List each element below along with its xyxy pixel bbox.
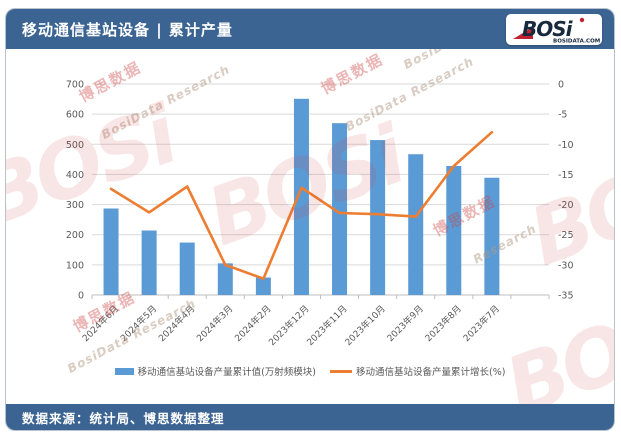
bar (370, 140, 386, 295)
x-axis-tick-label: 2024年4月 (156, 303, 197, 344)
bar (332, 123, 348, 295)
footer-bar: 数据来源：统计局、博思数据整理 (6, 404, 614, 430)
right-axis-tick-label: -20 (558, 200, 574, 211)
left-axis-tick-label: 500 (66, 140, 84, 151)
bar (293, 98, 309, 295)
x-axis-tick-label: 2024年3月 (194, 303, 235, 344)
report-card: 移动通信基站设备 | 累计产量 BOSi BOSIDATA.COM 0 -35 10… (5, 8, 615, 431)
bosi-logo: BOSi BOSIDATA.COM (506, 13, 602, 45)
bosi-logo-graphic: BOSi BOSIDATA.COM (513, 17, 600, 44)
x-axis-tick-label: 2023年7月 (461, 303, 502, 344)
logo-text: BOSi (522, 17, 574, 41)
line-series-label: 移动通信基站设备产量累计增长(%) (355, 367, 506, 378)
trend-line (109, 130, 494, 280)
bar (484, 177, 500, 295)
right-axis-tick-label: -25 (558, 230, 574, 241)
right-axis-tick-label: -15 (558, 170, 574, 181)
right-axis-tick-label: -5 (558, 110, 567, 121)
bar (141, 230, 157, 295)
combo-chart: 0 -35 100 -30 200 -25 300 -20 400 -15 500 -10 600 -5 7… (66, 80, 574, 349)
bar (103, 208, 119, 295)
right-axis-tick-label: -10 (558, 140, 574, 151)
right-axis-tick-label: -35 (558, 291, 574, 302)
left-axis-tick-label: 300 (66, 200, 84, 211)
left-axis-tick-label: 600 (66, 110, 84, 121)
left-axis-tick-label: 400 (66, 170, 84, 181)
x-axis-tick-label: 2024年2月 (232, 303, 273, 344)
left-axis-tick-label: 700 (66, 80, 84, 91)
header-bar: 移动通信基站设备 | 累计产量 BOSi BOSIDATA.COM (6, 9, 614, 49)
x-axis-tick-label: 2023年10月 (342, 303, 388, 349)
logo-dot-icon (579, 17, 585, 22)
right-axis-tick-label: -30 (558, 260, 574, 271)
left-axis-tick-label: 200 (66, 230, 84, 241)
line-series-swatch-icon (329, 369, 352, 373)
bar (408, 154, 424, 295)
x-axis-tick-label: 2023年9月 (384, 303, 425, 344)
logo-subtext: BOSIDATA.COM (553, 38, 600, 44)
bar (446, 165, 462, 295)
page-title: 移动通信基站设备 | 累计产量 (22, 20, 233, 39)
bar (179, 242, 195, 295)
x-axis-tick-label: 2024年5月 (118, 303, 159, 344)
chart-area: 0 -35 100 -30 200 -25 300 -20 400 -15 500 -10 600 -5 7… (6, 49, 614, 404)
data-source-text: 数据来源：统计局、博思数据整理 (22, 410, 225, 426)
bar-series-label: 移动通信基站设备产量累计值(万射频模块) (137, 367, 316, 378)
legend-item-line-series: 移动通信基站设备产量累计增长(%) (329, 364, 506, 378)
left-axis-tick-label: 0 (78, 291, 84, 302)
right-axis-tick-label: 0 (558, 80, 564, 91)
x-axis-tick-label: 2024年6月 (80, 303, 121, 344)
bar-series-swatch-icon (114, 367, 134, 375)
x-axis-tick-label: 2023年8月 (422, 303, 463, 344)
bar (217, 263, 233, 295)
chart-legend: 移动通信基站设备产量累计值(万射频模块) 移动通信基站设备产量累计增长(%) (6, 364, 614, 378)
legend-item-bar-series: 移动通信基站设备产量累计值(万射频模块) (114, 364, 316, 378)
logo-triangle-icon (513, 26, 533, 39)
left-axis-tick-label: 100 (66, 260, 84, 271)
bar (255, 277, 271, 295)
